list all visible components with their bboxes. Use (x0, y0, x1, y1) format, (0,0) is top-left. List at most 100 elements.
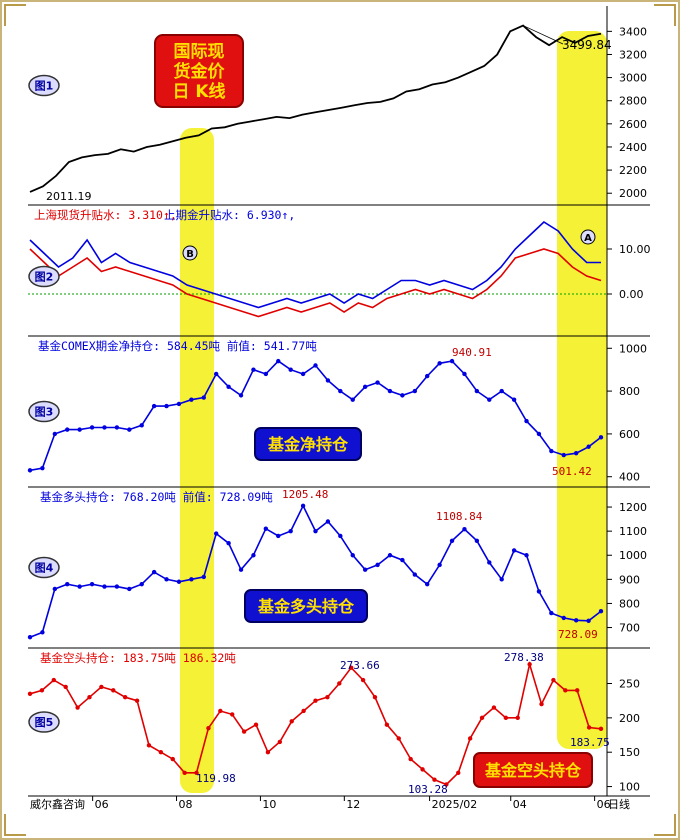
panel-label: 图5 (35, 716, 54, 729)
y-tick-label: 2200 (619, 164, 647, 177)
data-point (549, 610, 554, 616)
data-point (536, 431, 542, 437)
frame-corner-ornament (654, 814, 676, 836)
data-point (146, 743, 152, 748)
legend-text: 上海现货升贴水: 3.310↑, (34, 208, 177, 222)
data-point (77, 584, 82, 589)
data-point (39, 688, 45, 693)
data-point (127, 586, 132, 592)
x-tick-label: 10 (262, 798, 276, 811)
data-point (524, 418, 529, 424)
data-point (102, 584, 107, 589)
data-point (325, 378, 331, 383)
y-tick-label: 800 (619, 597, 640, 610)
data-point (598, 435, 604, 440)
data-point (289, 719, 294, 724)
data-point (139, 581, 144, 587)
data-point (189, 577, 194, 582)
y-tick-label: 150 (619, 746, 640, 759)
data-point (276, 533, 281, 539)
data-point (400, 393, 405, 398)
chart-panels: 2000 2200 2400 2600 2800 3000 3200 3400 图1 0.00 10… (27, 6, 651, 797)
data-point (27, 691, 33, 696)
panel-1: 2000 2200 2400 2600 2800 3000 3200 3400 图1 (28, 6, 650, 206)
y-tick-label: 100 (619, 781, 640, 794)
data-point (360, 677, 366, 683)
source-label: 威尔鑫咨询 (30, 797, 85, 811)
data-point (300, 371, 306, 377)
legend-text: 基金空头持仓: 183.75吨 186.32吨 (40, 651, 236, 665)
panel-label: 图2 (35, 271, 54, 284)
data-point (491, 705, 497, 710)
data-point (164, 577, 169, 582)
y-tick-label: 1000 (619, 549, 647, 562)
title-box-text: 基金空头持仓 (484, 761, 582, 780)
data-point (77, 427, 82, 432)
x-axis-suffix: 日线 (608, 797, 630, 811)
data-point (372, 695, 378, 700)
data-point (102, 425, 107, 430)
data-point (63, 684, 68, 690)
title-box-text: 基金净持仓 (267, 435, 349, 454)
data-point (524, 553, 529, 558)
data-point (158, 750, 164, 755)
frame-corner-ornament (4, 4, 26, 26)
secondary-value-label: 1108.84 (436, 510, 483, 523)
data-point (176, 579, 182, 584)
data-point (561, 615, 566, 621)
data-point (575, 688, 580, 693)
data-point (586, 444, 591, 449)
highlight-bands (180, 31, 607, 793)
data-point (598, 608, 604, 614)
band-left (180, 128, 214, 793)
data-point (337, 681, 342, 686)
panel-label-badge (28, 265, 60, 288)
data-point (213, 371, 219, 377)
data-point (467, 736, 473, 741)
data-point (151, 403, 157, 409)
panel-4: 700 800 900 1000 1100 1200 基金多头持仓: 768.20吨 前值:… (27, 487, 650, 649)
data-point (412, 572, 418, 577)
x-tick-label: 12 (346, 798, 360, 811)
data-point (213, 531, 219, 536)
title-box-line: 日 K线 (172, 81, 225, 102)
data-point (325, 695, 330, 700)
low-value-label: 728.09 (558, 628, 598, 641)
y-tick-label: 3400 (619, 25, 647, 38)
y-tick-label: 250 (619, 677, 640, 690)
y-tick-label: 10.00 (619, 243, 651, 256)
x-tick-label: 06 (597, 798, 611, 811)
data-point (573, 450, 579, 456)
low-value-label: 119.98 (196, 772, 236, 785)
panel-label-badge (28, 400, 60, 423)
data-point (539, 701, 544, 707)
data-point (449, 538, 455, 543)
data-point (218, 708, 223, 714)
y-tick-label: 800 (619, 385, 640, 398)
data-point (87, 695, 92, 700)
title-box-bg (154, 34, 244, 108)
data-point (479, 715, 485, 721)
marker-circle (580, 229, 596, 245)
y-tick-label: 700 (619, 622, 640, 635)
x-tick-label: 08 (179, 798, 193, 811)
data-point (387, 388, 393, 394)
data-point (511, 548, 517, 553)
data-point (206, 725, 211, 731)
data-point (362, 384, 368, 390)
data-point (487, 560, 492, 565)
title-box-bg (244, 589, 368, 623)
band-right (557, 31, 607, 749)
data-point (573, 618, 579, 623)
data-point (338, 388, 343, 394)
title-box-line: 国际现 (174, 42, 225, 62)
data-point (288, 528, 293, 534)
data-point (263, 526, 269, 531)
data-point (487, 397, 492, 402)
data-point (164, 403, 169, 409)
data-point (27, 468, 33, 473)
